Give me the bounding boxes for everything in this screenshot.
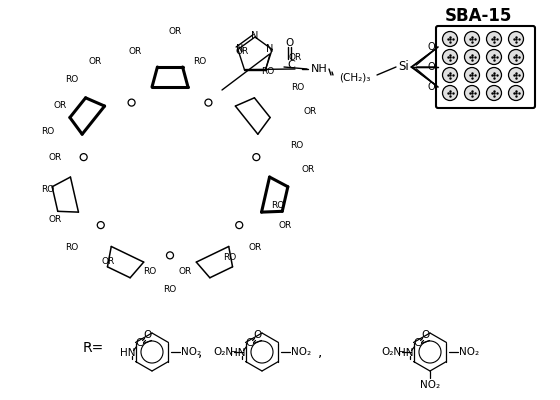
Text: ,: , <box>318 345 322 359</box>
Circle shape <box>80 154 87 161</box>
Circle shape <box>464 32 479 46</box>
Circle shape <box>442 86 458 100</box>
Text: OR: OR <box>101 258 115 266</box>
Text: OR: OR <box>169 28 181 36</box>
Circle shape <box>487 86 502 100</box>
Text: OR: OR <box>288 54 302 62</box>
Circle shape <box>253 154 260 161</box>
Circle shape <box>508 86 524 100</box>
Text: RO: RO <box>291 140 304 150</box>
Text: O: O <box>427 62 435 72</box>
Text: O: O <box>286 38 294 48</box>
Text: O: O <box>422 330 430 340</box>
Text: OR: OR <box>249 244 262 252</box>
Text: OR: OR <box>278 220 292 230</box>
Circle shape <box>205 99 212 106</box>
Text: R=: R= <box>83 341 104 355</box>
Circle shape <box>464 68 479 82</box>
Text: RO: RO <box>272 200 284 210</box>
Text: Si: Si <box>399 60 409 74</box>
Text: OR: OR <box>53 100 67 110</box>
Text: OR: OR <box>179 268 192 276</box>
Text: O: O <box>427 42 435 52</box>
Circle shape <box>487 50 502 64</box>
Text: OR: OR <box>304 108 316 116</box>
Text: HN: HN <box>398 348 413 358</box>
Text: OR: OR <box>235 48 249 56</box>
Circle shape <box>464 50 479 64</box>
Text: RO: RO <box>41 186 55 194</box>
Text: RO: RO <box>143 268 157 276</box>
Text: ,: , <box>198 345 202 359</box>
Text: RO: RO <box>66 244 78 252</box>
Text: N: N <box>236 44 244 54</box>
Text: C: C <box>414 338 422 348</box>
Text: RO: RO <box>193 58 207 66</box>
Text: N: N <box>267 44 274 54</box>
Text: O: O <box>427 82 435 92</box>
Text: RO: RO <box>291 84 305 92</box>
Circle shape <box>166 252 174 259</box>
Circle shape <box>508 50 524 64</box>
Circle shape <box>508 32 524 46</box>
FancyBboxPatch shape <box>436 26 535 108</box>
Text: OR: OR <box>128 48 142 56</box>
Text: RO: RO <box>164 286 176 294</box>
Circle shape <box>487 68 502 82</box>
Text: OR: OR <box>301 166 315 174</box>
Text: OR: OR <box>48 154 62 162</box>
Text: NO₂: NO₂ <box>459 347 479 357</box>
Circle shape <box>97 222 104 229</box>
Text: O₂N: O₂N <box>381 347 401 357</box>
Text: NO₂: NO₂ <box>291 347 311 357</box>
Text: HN: HN <box>230 348 245 358</box>
Circle shape <box>442 50 458 64</box>
Text: RO: RO <box>66 76 78 84</box>
Text: OR: OR <box>48 216 62 224</box>
Circle shape <box>464 86 479 100</box>
Text: N: N <box>251 31 259 41</box>
Text: C: C <box>136 338 143 348</box>
Text: O: O <box>143 330 152 340</box>
Text: O: O <box>254 330 262 340</box>
Text: C: C <box>246 338 254 348</box>
Circle shape <box>236 222 242 229</box>
Circle shape <box>508 68 524 82</box>
Text: C: C <box>287 60 295 70</box>
Text: O₂N: O₂N <box>213 347 233 357</box>
Text: NH: NH <box>311 64 328 74</box>
Circle shape <box>128 99 135 106</box>
Text: RO: RO <box>223 254 237 262</box>
Circle shape <box>442 32 458 46</box>
Circle shape <box>442 68 458 82</box>
Text: RO: RO <box>262 68 274 76</box>
Circle shape <box>487 32 502 46</box>
Text: NO₂: NO₂ <box>181 347 201 357</box>
Text: SBA-15: SBA-15 <box>444 7 512 25</box>
Text: RO: RO <box>41 128 55 136</box>
Text: NO₂: NO₂ <box>420 380 440 390</box>
Text: OR: OR <box>88 58 101 66</box>
Text: HN: HN <box>120 348 136 358</box>
Text: (CH₂)₃: (CH₂)₃ <box>339 73 371 83</box>
